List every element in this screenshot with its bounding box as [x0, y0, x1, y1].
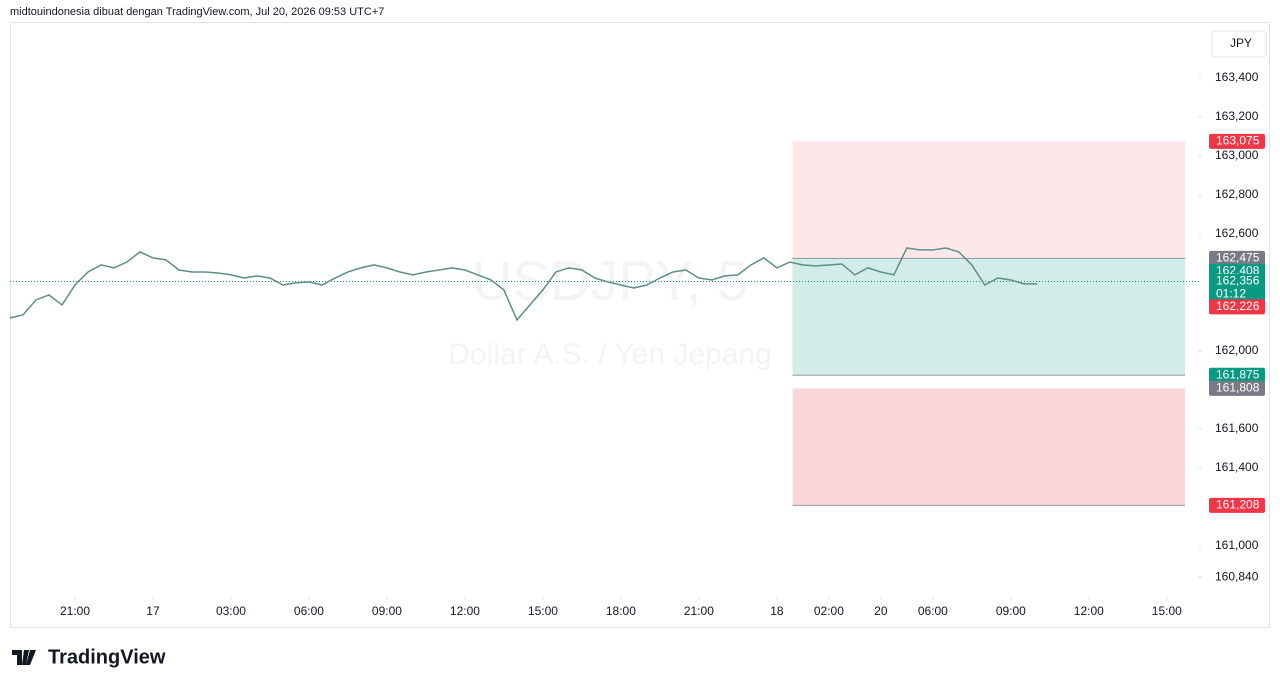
x-tick-label: 06:00 [294, 604, 324, 618]
y-tick-label: 161,600 [1215, 421, 1259, 435]
logo: TradingView [12, 646, 166, 668]
x-tick-label: 18:00 [606, 604, 636, 618]
x-tick-label: 02:00 [814, 604, 844, 618]
x-tick-label: 12:00 [450, 604, 480, 618]
x-tick-label: 18 [770, 604, 784, 618]
price-label: 161,208 [1216, 498, 1260, 512]
position-zone [792, 258, 1185, 376]
chart-frame [10, 22, 1270, 628]
price-label: 161,808 [1216, 381, 1260, 395]
y-tick-label: 160,840 [1215, 569, 1259, 583]
price-label: 162,475 [1216, 250, 1260, 264]
x-tick-label: 12:00 [1074, 604, 1104, 618]
watermark-subtitle: Dollar A.S. / Yen Jepang [448, 338, 772, 371]
watermark: USDJPY, 5 [472, 249, 748, 312]
x-tick-label: 09:00 [372, 604, 402, 618]
y-tick-label: 162,600 [1215, 226, 1259, 240]
y-tick-label: 161,400 [1215, 460, 1259, 474]
y-tick-label: 163,200 [1215, 109, 1259, 123]
header-text: midtouindonesia dibuat dengan TradingVie… [10, 6, 384, 18]
price-label: 162,226 [1216, 299, 1260, 313]
y-tick-label: 162,800 [1215, 187, 1259, 201]
x-tick-label: 21:00 [684, 604, 714, 618]
price-label: 161,875 [1216, 367, 1260, 381]
x-tick-label: 15:00 [528, 604, 558, 618]
currency-button[interactable] [1211, 30, 1267, 58]
price-label-box [1209, 250, 1265, 266]
y-tick-label: 163,400 [1215, 70, 1259, 84]
y-tick-label: 162,000 [1215, 343, 1259, 357]
y-tick-label: 161,000 [1215, 538, 1259, 552]
x-tick-label: 21:00 [60, 604, 90, 618]
x-tick-label: 03:00 [216, 604, 246, 618]
price-label-box [1209, 497, 1265, 513]
y-tick-label: 163,000 [1215, 148, 1259, 162]
x-tick-label: 15:00 [1152, 604, 1182, 618]
price-label-box [1209, 380, 1265, 396]
x-tick-label: 06:00 [918, 604, 948, 618]
price-label-box [1209, 274, 1265, 303]
price-label: 163,075 [1216, 134, 1260, 148]
logo-text: TradingView [48, 646, 166, 668]
price-label: 162,356 [1216, 274, 1260, 288]
price-label-box [1209, 299, 1265, 315]
x-tick-label: 20 [874, 604, 888, 618]
logo-icon [12, 650, 36, 665]
x-tick-label: 09:00 [996, 604, 1026, 618]
x-tick-label: 17 [146, 604, 160, 618]
price-line [9, 247, 1037, 322]
price-countdown: 01:12 [1216, 287, 1246, 301]
price-label-box [1209, 367, 1265, 383]
position-zone [792, 388, 1185, 506]
price-label-box [1209, 133, 1265, 149]
currency-label[interactable]: JPY [1230, 36, 1252, 50]
position-zone [792, 141, 1185, 259]
